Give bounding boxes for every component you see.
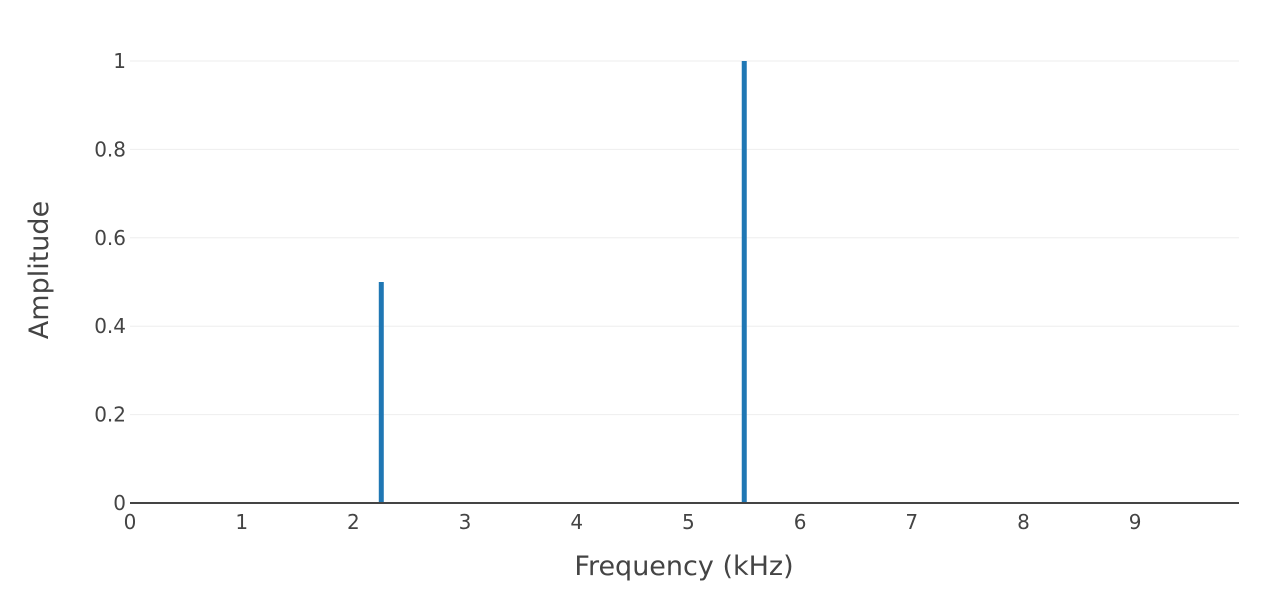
- x-tick-label: 6: [794, 510, 807, 534]
- spectral-bar: [741, 61, 747, 503]
- y-tick-label: 0.6: [94, 226, 126, 250]
- spectral-bar: [378, 282, 384, 503]
- y-tick-label: 0.2: [94, 403, 126, 427]
- grid-lines: [130, 60, 1239, 416]
- y-tick-label: 0: [113, 491, 126, 515]
- x-tick-label: 1: [235, 510, 248, 534]
- x-tick-label: 2: [347, 510, 360, 534]
- spectral-lines: [378, 61, 747, 503]
- x-tick-label: 8: [1017, 510, 1030, 534]
- x-tick-label: 7: [905, 510, 918, 534]
- x-tick-label: 9: [1129, 510, 1142, 534]
- x-tick-label: 3: [459, 510, 472, 534]
- y-axis-title: Amplitude: [24, 201, 55, 339]
- y-tick-label: 1: [113, 49, 126, 73]
- x-tick-labels: 0 1 2 3 4 5 6 7 8 9: [124, 510, 1142, 534]
- x-tick-label: 0: [124, 510, 137, 534]
- x-tick-label: 5: [682, 510, 695, 534]
- x-tick-label: 4: [570, 510, 583, 534]
- x-axis-title: Frequency (kHz): [574, 551, 793, 582]
- y-tick-label: 0.8: [94, 137, 126, 161]
- y-tick-label: 0.4: [94, 314, 126, 338]
- y-tick-labels: 0 0.2 0.4 0.6 0.8 1: [94, 49, 126, 515]
